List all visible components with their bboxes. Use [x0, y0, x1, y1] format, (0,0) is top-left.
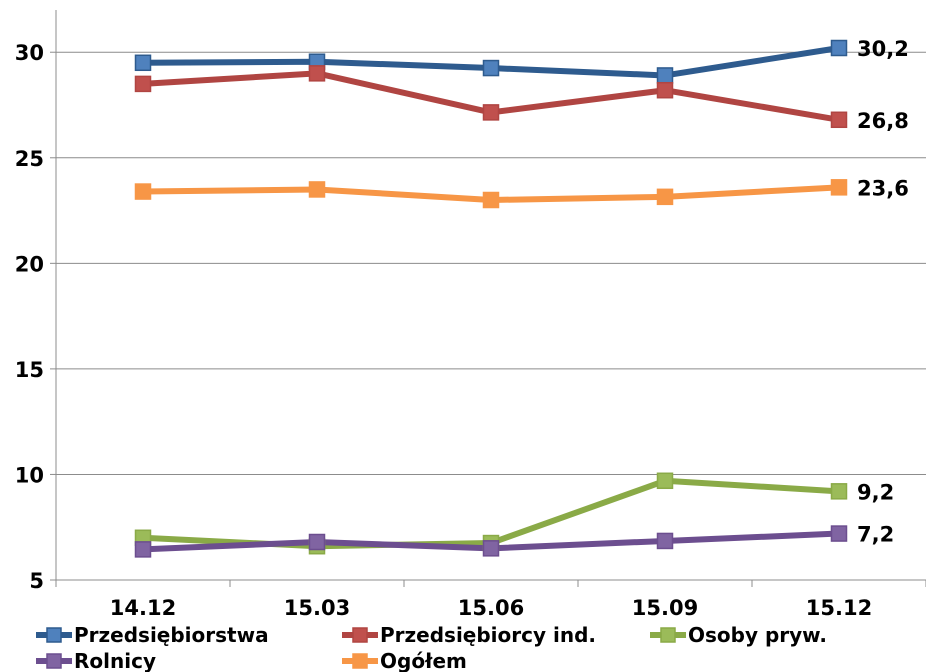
legend-item: Osoby pryw.	[650, 623, 827, 647]
data-point-marker	[656, 67, 674, 84]
data-point-marker	[308, 65, 326, 82]
x-axis-tick-labels: 14.12 15.03 15.06 15.09 15.12	[110, 596, 872, 620]
legend-label: Rolnicy	[74, 649, 156, 672]
data-point-marker	[308, 181, 326, 198]
data-label: 26,8	[857, 109, 909, 133]
x-tick-label: 15.03	[284, 596, 350, 620]
data-point-marker	[482, 104, 500, 121]
y-tick-label: 25	[15, 147, 44, 171]
y-tick-label: 30	[15, 41, 44, 65]
x-tick-label: 15.09	[632, 596, 698, 620]
data-point-marker	[656, 472, 674, 490]
data-point-marker	[134, 541, 152, 558]
legend-label: Osoby pryw.	[688, 623, 827, 647]
data-point-marker	[656, 81, 674, 99]
legend-label: Przedsiębiorstwa	[74, 623, 269, 647]
data-point-marker	[134, 54, 152, 72]
data-point-marker	[656, 188, 674, 206]
data-point-marker	[830, 39, 848, 57]
legend-item: Przedsiębiorstwa	[36, 623, 269, 647]
data-point-marker	[134, 75, 152, 93]
data-label: 23,6	[857, 176, 909, 200]
legend-item: Przedsiębiorcy ind.	[342, 623, 596, 647]
x-tick-label: 15.06	[458, 596, 524, 620]
legend-marker-swatch	[46, 627, 62, 643]
gridlines	[56, 51, 926, 475]
legend-marker-swatch	[352, 627, 368, 643]
legend-marker-swatch	[46, 653, 62, 669]
x-tick-label: 15.12	[806, 596, 872, 620]
x-tick-label: 14.12	[110, 596, 176, 620]
data-point-marker	[482, 540, 500, 557]
legend-marker-swatch	[660, 627, 676, 643]
data-labels: 30,2 26,8 9,2 7,2 23,6	[857, 37, 909, 547]
data-point-marker	[830, 179, 848, 196]
axes	[50, 10, 926, 587]
y-axis-tick-labels: 5 10 15 20 25 30	[15, 41, 44, 593]
data-label: 7,2	[857, 523, 894, 547]
data-label: 30,2	[857, 37, 909, 61]
y-tick-label: 15	[15, 358, 44, 382]
series-markers	[134, 39, 848, 558]
data-point-marker	[482, 191, 500, 209]
legend-item: Ogółem	[342, 649, 467, 672]
data-point-marker	[134, 183, 152, 200]
legend-item: Rolnicy	[36, 649, 156, 672]
data-point-marker	[830, 483, 848, 500]
legend: Przedsiębiorstwa Przedsiębiorcy ind. Osoby…	[36, 623, 827, 672]
legend-marker-swatch	[352, 653, 368, 669]
data-label: 9,2	[857, 480, 894, 504]
y-tick-label: 20	[15, 252, 44, 276]
data-point-marker	[656, 532, 674, 550]
data-point-marker	[830, 525, 848, 542]
legend-label: Ogółem	[380, 649, 467, 672]
data-point-marker	[308, 533, 326, 551]
legend-label: Przedsiębiorcy ind.	[380, 623, 596, 647]
y-tick-label: 10	[15, 463, 44, 487]
data-point-marker	[482, 59, 500, 77]
y-tick-label: 5	[29, 569, 44, 593]
data-point-marker	[830, 111, 848, 129]
